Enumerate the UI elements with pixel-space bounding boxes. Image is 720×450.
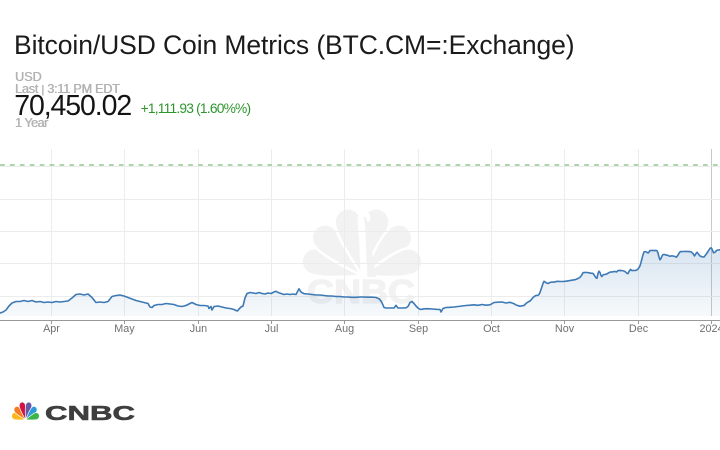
svg-text:Aug: Aug — [335, 323, 354, 335]
svg-text:Oct: Oct — [483, 323, 500, 335]
svg-text:Dec: Dec — [629, 323, 649, 335]
svg-text:Jul: Jul — [265, 323, 279, 335]
svg-text:Apr: Apr — [43, 323, 60, 335]
svg-text:CNBC: CNBC — [45, 402, 135, 425]
svg-text:May: May — [114, 323, 135, 335]
svg-text:Jun: Jun — [190, 323, 207, 335]
svg-text:Nov: Nov — [555, 323, 575, 335]
svg-text:Sep: Sep — [409, 323, 428, 335]
svg-text:2024: 2024 — [699, 323, 720, 335]
